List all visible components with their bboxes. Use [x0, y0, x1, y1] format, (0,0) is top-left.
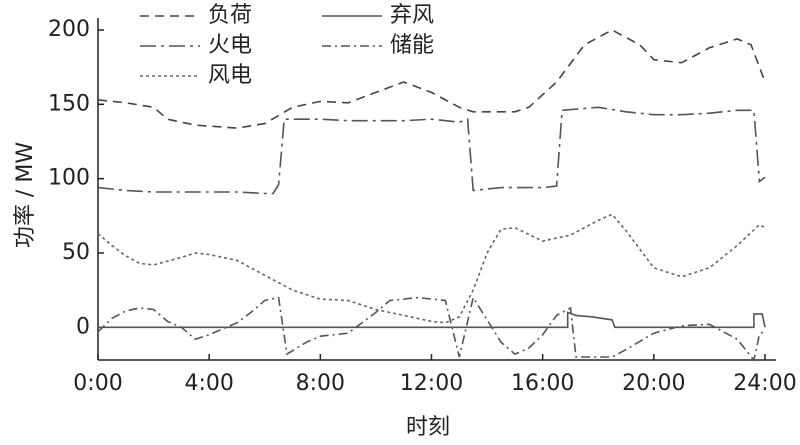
y-tick-label: 200: [48, 17, 90, 42]
x-tick-label: 12:00: [400, 371, 463, 396]
series-line: [98, 311, 766, 329]
x-tick-label: 16:00: [511, 371, 574, 396]
legend-label: 负荷: [208, 3, 252, 28]
x-tick-label: 4:00: [184, 371, 233, 396]
legend-label: 储能: [390, 33, 434, 58]
x-tick-label: 24:00: [733, 371, 796, 396]
y-tick-label: 50: [62, 240, 90, 265]
x-tick-label: 0:00: [73, 371, 122, 396]
legend-label: 弃风: [390, 3, 434, 28]
y-tick-label: 100: [48, 166, 90, 191]
series-line: [97, 213, 766, 324]
series-line: [97, 106, 766, 195]
legend-label: 火电: [208, 33, 252, 58]
x-axis-label: 时刻: [406, 415, 450, 440]
legend-label: 风电: [208, 63, 252, 88]
x-tick-label: 20:00: [622, 371, 685, 396]
y-tick-label: 150: [48, 91, 90, 116]
series-line: [97, 29, 766, 129]
series-line: [97, 295, 766, 362]
y-axis-label: 功率 / MW: [13, 142, 38, 248]
x-tick-label: 8:00: [296, 371, 345, 396]
y-tick-label: 0: [76, 314, 90, 339]
